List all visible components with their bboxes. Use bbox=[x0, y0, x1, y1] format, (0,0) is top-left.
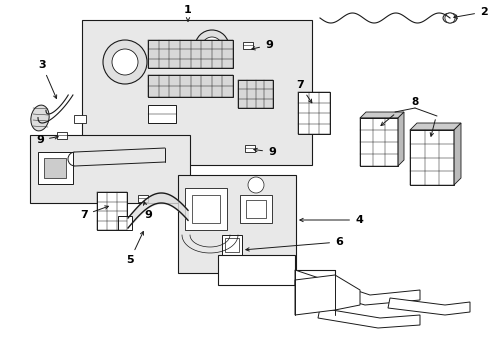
Bar bbox=[178, 175, 295, 273]
Bar bbox=[30, 135, 190, 203]
Text: 9: 9 bbox=[253, 147, 275, 157]
Polygon shape bbox=[218, 255, 334, 285]
Bar bbox=[148, 40, 232, 68]
Bar bbox=[192, 195, 220, 223]
Polygon shape bbox=[453, 123, 460, 185]
Circle shape bbox=[195, 30, 228, 64]
Polygon shape bbox=[409, 130, 453, 185]
Text: 7: 7 bbox=[80, 206, 108, 220]
Bar bbox=[240, 195, 271, 223]
Text: 1: 1 bbox=[184, 5, 191, 21]
Polygon shape bbox=[409, 123, 460, 130]
Bar bbox=[148, 105, 176, 123]
Polygon shape bbox=[294, 270, 419, 305]
Circle shape bbox=[103, 40, 147, 84]
Text: 2: 2 bbox=[453, 7, 487, 18]
Circle shape bbox=[444, 13, 454, 23]
Polygon shape bbox=[317, 308, 419, 328]
Text: 8: 8 bbox=[410, 97, 418, 107]
Text: 9: 9 bbox=[143, 202, 152, 220]
Polygon shape bbox=[397, 112, 403, 166]
Text: 9: 9 bbox=[251, 40, 272, 50]
Bar bbox=[238, 80, 272, 108]
Text: 9: 9 bbox=[36, 135, 58, 145]
Polygon shape bbox=[97, 192, 127, 230]
Ellipse shape bbox=[31, 105, 49, 131]
Text: 3: 3 bbox=[38, 60, 57, 98]
Text: 5: 5 bbox=[126, 231, 143, 265]
Text: 4: 4 bbox=[299, 215, 362, 225]
Bar bbox=[38, 152, 73, 184]
Text: 6: 6 bbox=[245, 237, 342, 251]
Polygon shape bbox=[359, 118, 397, 166]
Bar bbox=[222, 235, 242, 255]
Bar bbox=[57, 131, 67, 139]
Text: 7: 7 bbox=[296, 80, 311, 103]
Polygon shape bbox=[294, 275, 359, 315]
Bar bbox=[44, 158, 66, 178]
Circle shape bbox=[247, 177, 264, 193]
Polygon shape bbox=[297, 92, 329, 134]
Bar bbox=[243, 41, 252, 49]
Circle shape bbox=[112, 49, 138, 75]
Bar bbox=[148, 75, 232, 97]
Bar bbox=[244, 144, 254, 152]
Bar bbox=[74, 115, 86, 123]
Bar bbox=[82, 20, 311, 165]
Bar bbox=[184, 188, 226, 230]
Bar bbox=[118, 216, 132, 230]
Polygon shape bbox=[359, 112, 403, 118]
Circle shape bbox=[202, 37, 222, 57]
Bar bbox=[224, 238, 239, 252]
Bar bbox=[245, 200, 265, 218]
Polygon shape bbox=[387, 298, 469, 315]
Ellipse shape bbox=[442, 13, 456, 23]
Bar bbox=[138, 194, 148, 202]
